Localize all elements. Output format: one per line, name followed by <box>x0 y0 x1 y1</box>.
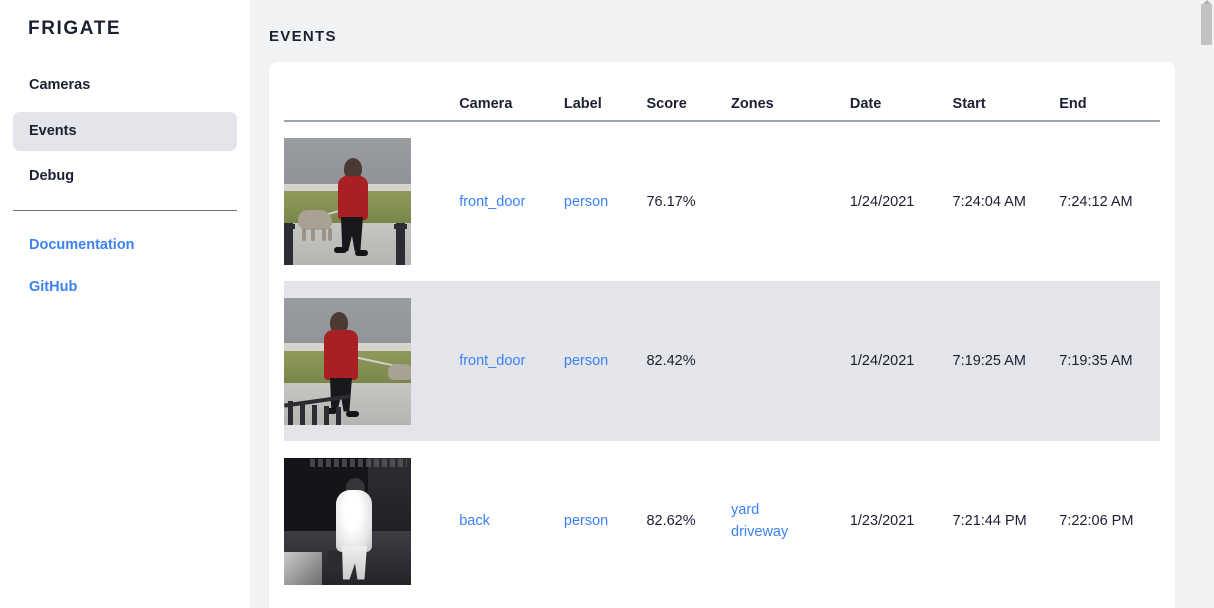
event-zones: yard driveway <box>731 441 850 601</box>
label-link[interactable]: person <box>563 353 609 370</box>
sidebar-item-debug[interactable]: Debug <box>29 168 75 185</box>
event-thumbnail[interactable] <box>284 457 411 585</box>
column-header-zones: Zones <box>731 96 774 113</box>
zone-link[interactable]: driveway <box>731 524 789 541</box>
event-thumbnail-cell <box>284 281 460 442</box>
event-thumbnail[interactable] <box>284 297 411 425</box>
table-body: front_door person 76.17% 1/24/2021 7:24:… <box>284 121 1160 601</box>
sidebar-links: Documentation GitHub <box>0 227 250 305</box>
sidebar-item-cameras[interactable]: Cameras <box>29 77 91 93</box>
table-header: Camera Label Score Zones Date Start End <box>284 62 1160 122</box>
camera-link[interactable]: back <box>459 513 490 530</box>
event-camera: front_door <box>459 281 564 442</box>
event-start: 7:19:25 AM <box>952 281 1060 442</box>
label-link[interactable]: person <box>563 513 609 530</box>
sidebar-link-documentation[interactable]: Documentation <box>29 236 135 253</box>
event-start: 7:24:04 AM <box>952 193 1026 210</box>
sidebar-divider <box>13 209 237 211</box>
sidebar: FRIGATE Cameras Events Debug Documentati… <box>0 0 250 608</box>
event-end: 7:19:35 AM <box>1059 281 1160 442</box>
column-header-end: End <box>1059 96 1087 113</box>
brand-title: FRIGATE <box>28 18 122 39</box>
event-date: 1/24/2021 <box>849 193 915 210</box>
event-end: 7:22:06 PM <box>1059 513 1134 530</box>
event-date: 1/24/2021 <box>849 281 953 442</box>
event-end: 7:24:12 AM <box>1059 193 1133 210</box>
sidebar-item-events[interactable]: Events <box>13 111 237 152</box>
column-header-date: Date <box>849 96 882 113</box>
column-header-camera: Camera <box>459 96 513 113</box>
table-header-row: Camera Label Score Zones Date Start End <box>284 62 1160 122</box>
event-thumbnail-cell <box>284 121 459 281</box>
column-header-start: Start <box>952 96 986 113</box>
event-score: 82.62% <box>646 513 696 530</box>
event-label: person <box>564 441 647 601</box>
sidebar-link-github[interactable]: GitHub <box>29 278 78 295</box>
event-label: person <box>564 121 647 281</box>
scrollbar-up-arrow-icon[interactable] <box>1202 0 1212 5</box>
event-camera: back <box>459 441 564 601</box>
events-table: Camera Label Score Zones Date Start End <box>284 62 1160 601</box>
event-thumbnail-cell <box>284 441 459 601</box>
table-row[interactable]: front_door person 82.42% 1/24/2021 7:19:… <box>284 281 1160 442</box>
event-score: 76.17% <box>646 193 696 210</box>
column-header-label: Label <box>563 96 602 113</box>
event-zones <box>731 121 850 281</box>
zone-link[interactable]: yard <box>731 501 760 518</box>
events-card: Camera Label Score Zones Date Start End <box>269 62 1175 608</box>
scrollbar-thumb[interactable] <box>1201 4 1212 45</box>
page-scrollbar[interactable] <box>1199 0 1214 608</box>
event-camera: front_door <box>459 121 564 281</box>
event-start: 7:21:44 PM <box>952 513 1027 530</box>
column-header-thumbnail <box>284 62 459 121</box>
page-title: EVENTS <box>269 28 337 46</box>
main-content: EVENTS Camera Label Score Zones Date Sta… <box>250 0 1214 608</box>
event-date: 1/23/2021 <box>849 513 915 530</box>
column-header-score: Score <box>646 96 687 113</box>
event-label: person <box>563 281 647 442</box>
table-row[interactable]: back person 82.62% yard driveway 1/23/20… <box>284 441 1160 601</box>
label-link[interactable]: person <box>563 193 609 210</box>
event-thumbnail[interactable] <box>284 138 411 266</box>
table-row[interactable]: front_door person 76.17% 1/24/2021 7:24:… <box>284 121 1160 281</box>
camera-link[interactable]: front_door <box>459 193 526 210</box>
event-score: 82.42% <box>646 281 732 442</box>
event-zones <box>731 281 850 442</box>
sidebar-nav: Cameras Events Debug <box>0 66 250 197</box>
camera-link[interactable]: front_door <box>459 353 526 370</box>
